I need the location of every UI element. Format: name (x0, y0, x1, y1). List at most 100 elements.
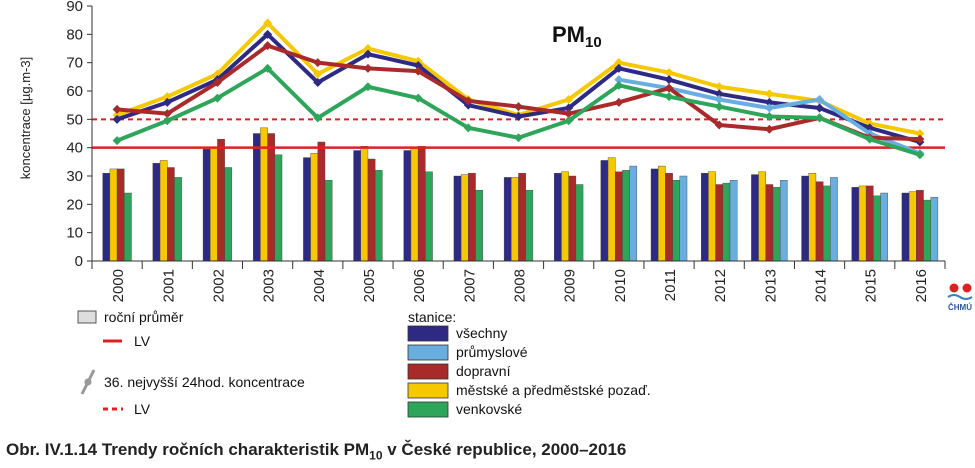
series-point (413, 93, 423, 103)
chmu-logo: ČHMÚ (947, 283, 973, 312)
series-point (614, 97, 624, 107)
legend-station-swatch (407, 344, 449, 361)
bar (622, 170, 630, 262)
series-point (865, 134, 875, 144)
series-point (263, 41, 273, 51)
x-tick-label: 2010 (612, 269, 629, 302)
bar (174, 177, 182, 262)
bar (210, 147, 218, 262)
legend-station-swatch (407, 401, 449, 418)
bar (274, 154, 283, 262)
series-point (514, 112, 523, 121)
bar (679, 175, 688, 262)
series-point (714, 82, 724, 92)
bar (353, 150, 361, 262)
x-tick-label: 2012 (712, 269, 729, 302)
bar (217, 138, 225, 262)
series-point (263, 18, 273, 28)
bar (253, 133, 261, 262)
bar (916, 189, 924, 262)
bar (425, 171, 433, 262)
bar (224, 167, 233, 262)
series-point (514, 102, 523, 112)
series-point (313, 78, 323, 87)
x-tick-label: 2015 (863, 269, 880, 302)
series-point (363, 63, 373, 73)
legend-station-label: městské a předměstské pozaď. (456, 382, 651, 398)
chart-title: PM10 (545, 20, 635, 51)
series-point (764, 124, 774, 134)
bar (202, 148, 211, 262)
series-point (614, 63, 624, 73)
y-tick-label: 20 (66, 196, 83, 213)
bar (360, 146, 369, 262)
series-point (313, 113, 323, 123)
series-point (915, 150, 925, 160)
x-tick-label: 2008 (512, 269, 529, 302)
bar (873, 195, 881, 262)
bar (880, 192, 888, 262)
y-tick-label: 30 (66, 168, 83, 185)
bar (729, 180, 738, 262)
legend-station-label: venkovské (456, 401, 522, 417)
bar (561, 171, 569, 262)
series-point (614, 80, 624, 90)
series-lines (112, 18, 925, 160)
bar (453, 175, 462, 262)
series-point (112, 114, 122, 124)
series-point (162, 116, 172, 126)
series-point (413, 66, 423, 76)
chmu-logo-text: ČHMÚ (948, 303, 972, 312)
series-point (463, 96, 473, 106)
bar (607, 157, 616, 262)
legend-stations-header: stanice: (408, 309, 456, 325)
bar (554, 172, 562, 262)
legend-station-label: průmyslové (456, 344, 528, 360)
x-tick-label: 2005 (361, 269, 378, 302)
bar (403, 150, 412, 262)
x-tick-label: 2013 (762, 269, 779, 302)
bar (124, 192, 132, 262)
x-tick-label: 2002 (210, 269, 227, 302)
legend-lv-dashed-label: LV (134, 401, 151, 417)
bar (310, 153, 318, 262)
bar (615, 171, 623, 262)
series-point (915, 129, 925, 138)
bar (468, 172, 476, 262)
bar (503, 177, 512, 262)
bar (701, 172, 709, 262)
bar (722, 182, 731, 262)
bar (102, 172, 111, 262)
series-point (764, 112, 774, 121)
pm10-chart: 0 10 20 30 40 50 60 70 80 90 2000 2001 2002 2003 2004… (18, 0, 973, 418)
y-tick-label: 90 (66, 0, 83, 15)
bar (930, 197, 939, 262)
series-point (162, 92, 172, 102)
series-point (714, 89, 724, 99)
series-point (764, 89, 774, 99)
bar (600, 160, 609, 262)
series-point (664, 68, 674, 78)
bar (858, 185, 867, 262)
series-point (714, 102, 724, 112)
series-point (714, 120, 724, 130)
bar (650, 168, 659, 262)
x-tick-label: 2006 (411, 269, 428, 302)
x-tick-label: 2001 (160, 269, 177, 302)
bar (808, 172, 817, 262)
caption-sub: 10 (369, 448, 383, 463)
series-point (815, 103, 825, 113)
legend-station-label: dopravní (456, 363, 511, 379)
bar (672, 180, 681, 262)
legend-annual-mean-swatch (77, 310, 97, 324)
bar (367, 158, 376, 262)
series-point (463, 123, 473, 133)
series-point (263, 63, 273, 73)
bar (765, 184, 774, 262)
bar (417, 146, 426, 262)
series-point (112, 136, 122, 146)
series-point (664, 92, 674, 102)
bar (475, 189, 483, 262)
series-point (564, 95, 574, 104)
series-point (764, 97, 774, 107)
